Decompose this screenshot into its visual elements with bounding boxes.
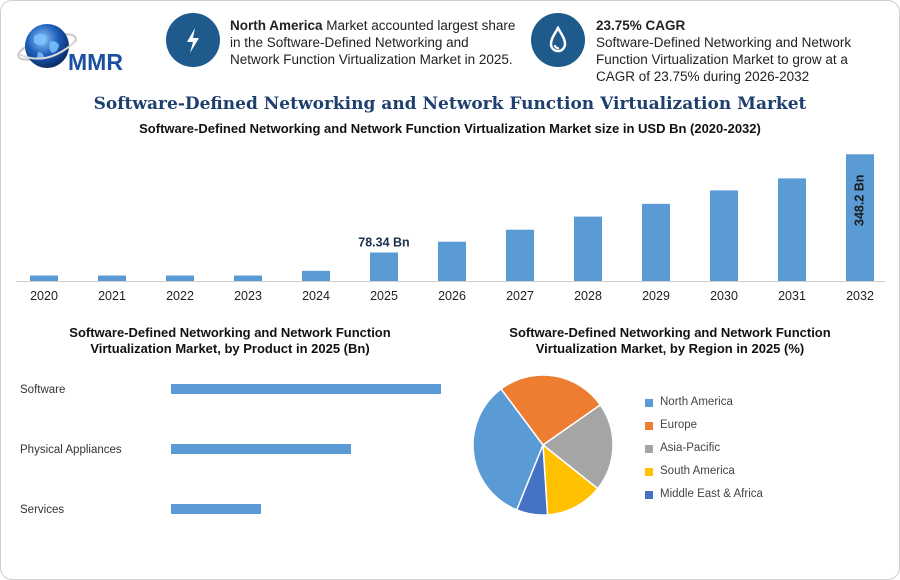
- bar-2024: [302, 270, 330, 281]
- x-tick-label: 2025: [370, 289, 398, 303]
- bar-chart-title: Software-Defined Networking and Network …: [139, 121, 761, 136]
- x-tick-label: 2028: [574, 289, 602, 303]
- x-tick-label: 2026: [438, 289, 466, 303]
- x-tick-label: 2029: [642, 289, 670, 303]
- bar-2027: [506, 229, 534, 281]
- x-tick-label: 2024: [302, 289, 330, 303]
- product-label: Services: [20, 504, 64, 516]
- legend-swatch: [645, 468, 653, 476]
- bar-2022: [166, 275, 194, 281]
- bar-2025: [370, 252, 398, 281]
- product-bar-chart: Software Physical Appliances Services: [20, 384, 441, 516]
- bar-2028: [574, 216, 602, 281]
- x-tick-label: 2031: [778, 289, 806, 303]
- x-tick-label: 2027: [506, 289, 534, 303]
- legend-swatch: [645, 422, 653, 430]
- page-title: Software-Defined Networking and Network …: [93, 94, 807, 114]
- highlight-cagr-text: 23.75% CAGR Software-Defined Networking a…: [596, 18, 852, 84]
- bar-2023: [234, 275, 262, 281]
- pie-slice: [541, 403, 614, 490]
- product-bar: [171, 504, 261, 514]
- bar-2026: [438, 241, 466, 281]
- bar-2021: [98, 275, 126, 281]
- growth-drop-icon: [531, 13, 585, 67]
- legend-swatch: [645, 399, 653, 407]
- data-label: 78.34 Bn: [358, 235, 409, 249]
- x-tick-label: 2023: [234, 289, 262, 303]
- region-chart-title: Software-Defined Networking and Network …: [509, 325, 831, 356]
- globe-icon: [25, 24, 69, 68]
- legend-swatch: [645, 445, 653, 453]
- x-tick-label: 2030: [710, 289, 738, 303]
- x-tick-label: 2032: [846, 289, 874, 303]
- legend-swatch: [645, 491, 653, 499]
- pie-slice: [472, 387, 544, 511]
- region-pie-chart: [472, 375, 614, 516]
- pie-slice: [515, 444, 549, 516]
- pie-slice: [500, 375, 602, 447]
- highlight-region-text: North America Market accounted largest s…: [230, 18, 516, 67]
- bar-2031: [778, 178, 806, 281]
- product-bar: [171, 384, 441, 394]
- x-tick-label: 2021: [98, 289, 126, 303]
- product-label: Physical Appliances: [20, 444, 122, 456]
- product-chart-title: Software-Defined Networking and Network …: [69, 325, 391, 356]
- pie-slice: [542, 443, 599, 516]
- x-tick-label: 2020: [30, 289, 58, 303]
- bar-2030: [710, 190, 738, 281]
- product-label: Software: [20, 384, 65, 396]
- bar-2020: [30, 275, 58, 281]
- x-tick-label: 2022: [166, 289, 194, 303]
- lightning-icon: [166, 13, 220, 67]
- bar-2032: [846, 154, 874, 281]
- data-label: 348.2 Bn: [852, 175, 866, 226]
- bar-2029: [642, 203, 670, 281]
- svg-text:MMR: MMR: [68, 49, 123, 75]
- mmr-logo: MMR: [17, 24, 123, 75]
- market-size-bar-chart: 2020 2021 2022 2023 2024 2025 2026 2027 2028 2029…: [16, 154, 885, 303]
- product-bar: [171, 444, 351, 454]
